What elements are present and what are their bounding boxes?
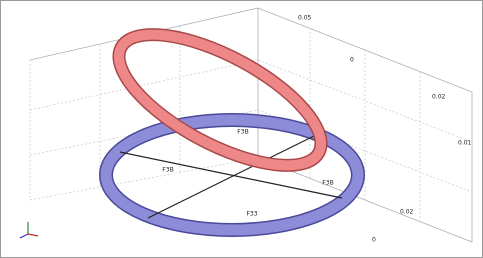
axis-tick-label: 0.01: [458, 140, 472, 147]
region-label: F3B: [322, 180, 333, 187]
axis-tick-label: 0.02: [432, 94, 446, 101]
region-label: F33: [246, 211, 257, 218]
axis-tick-label: 0.02: [400, 209, 414, 216]
axis-tick-label: 0: [372, 237, 376, 244]
region-label: F3B: [237, 129, 248, 136]
axis-tick-label: 0.05: [298, 15, 312, 22]
region-label: F3B: [162, 167, 173, 174]
axis-tick-label: 0: [350, 57, 354, 64]
viewport: F3B F3B F3B F33 0.05 0 0.02 0.01 0.02 0: [0, 0, 483, 258]
